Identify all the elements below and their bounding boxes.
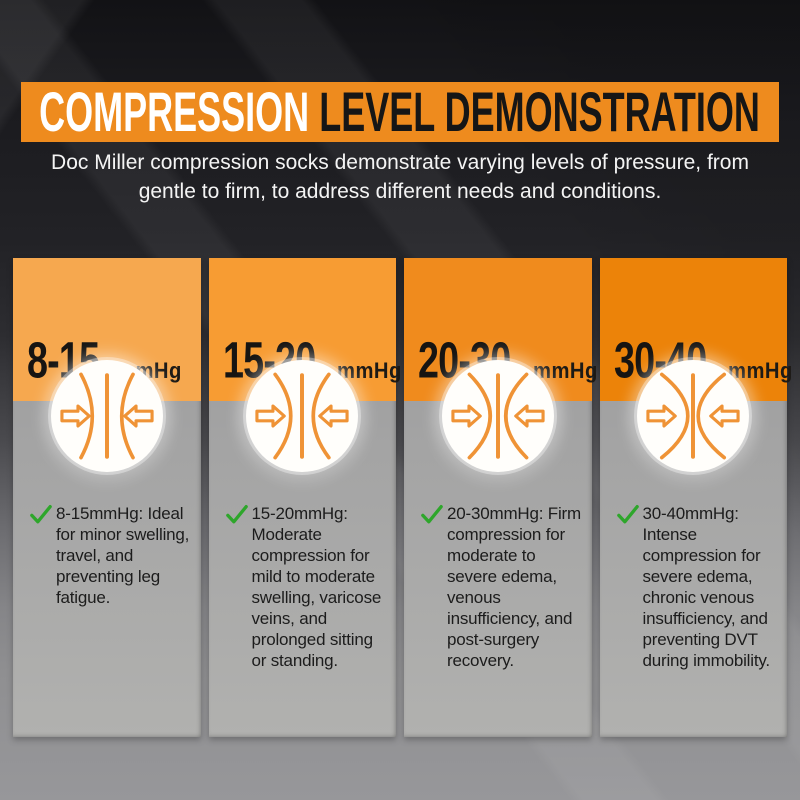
description-text: 8-15mmHg: Ideal for minor swelling, trav… [56, 504, 190, 607]
description-text: 15-20mmHg: Moderate compression for mild… [251, 504, 382, 670]
column-15-20: 15-20 mmHg 15-20mmHg: Moderate compressi… [208, 258, 402, 737]
column-body: 20-30mmHg: Firm compression for moderate… [404, 401, 592, 737]
range-unit: mmHg [532, 358, 598, 383]
page-title-white: COMPRESSION [39, 80, 310, 144]
page-title-dark: LEVEL DEMONSTRATION [319, 80, 761, 144]
column-body: 8-15mmHg: Ideal for minor swelling, trav… [13, 401, 201, 737]
description-text: 30-40mmHg: Intense compression for sever… [642, 504, 771, 670]
check-icon [616, 505, 639, 524]
description-row: 15-20mmHg: Moderate compression for mild… [225, 503, 389, 671]
subtitle-line-2: gentle to firm, to address different nee… [138, 180, 662, 203]
page-title: COMPRESSION LEVEL DEMONSTRATION [40, 84, 761, 140]
column-20-30: 20-30 mmHg 20-30mmHg: Firm compression f… [404, 258, 597, 737]
column-8-15: 8-15 mmHg 8-15mmHg: Ideal for minor swel… [13, 258, 201, 737]
subtitle-line-1: Doc Miller compression socks demonstrate… [51, 151, 749, 174]
column-body: 15-20mmHg: Moderate compression for mild… [209, 401, 397, 737]
compression-arrows-icon [637, 360, 750, 472]
compression-arrows-icon [50, 360, 163, 472]
check-icon [225, 505, 248, 524]
compression-arrows-icon [441, 360, 554, 472]
check-icon [30, 505, 52, 524]
description-row: 20-30mmHg: Firm compression for moderate… [421, 503, 584, 671]
range-label: 20-30 mmHg [418, 334, 603, 385]
check-icon [421, 505, 443, 524]
column-30-40: 30-40 mmHg 30-40mmHg: Intense compressio… [599, 258, 793, 737]
column-body: 30-40mmHg: Intense compression for sever… [600, 401, 788, 737]
description-row: 30-40mmHg: Intense compression for sever… [616, 503, 780, 671]
subtitle: Doc Miller compression socks demonstrate… [0, 148, 800, 206]
description-text: 20-30mmHg: Firm compression for moderate… [447, 504, 581, 670]
title-banner: COMPRESSION LEVEL DEMONSTRATION [21, 82, 779, 142]
compression-arrows-icon [246, 360, 359, 472]
range-unit: mmHg [728, 358, 793, 383]
compression-level-columns: 8-15 mmHg 8-15mmHg: Ideal for minor swel… [13, 258, 793, 737]
description-row: 8-15mmHg: Ideal for minor swelling, trav… [30, 503, 193, 608]
range-unit: mmHg [337, 358, 402, 383]
